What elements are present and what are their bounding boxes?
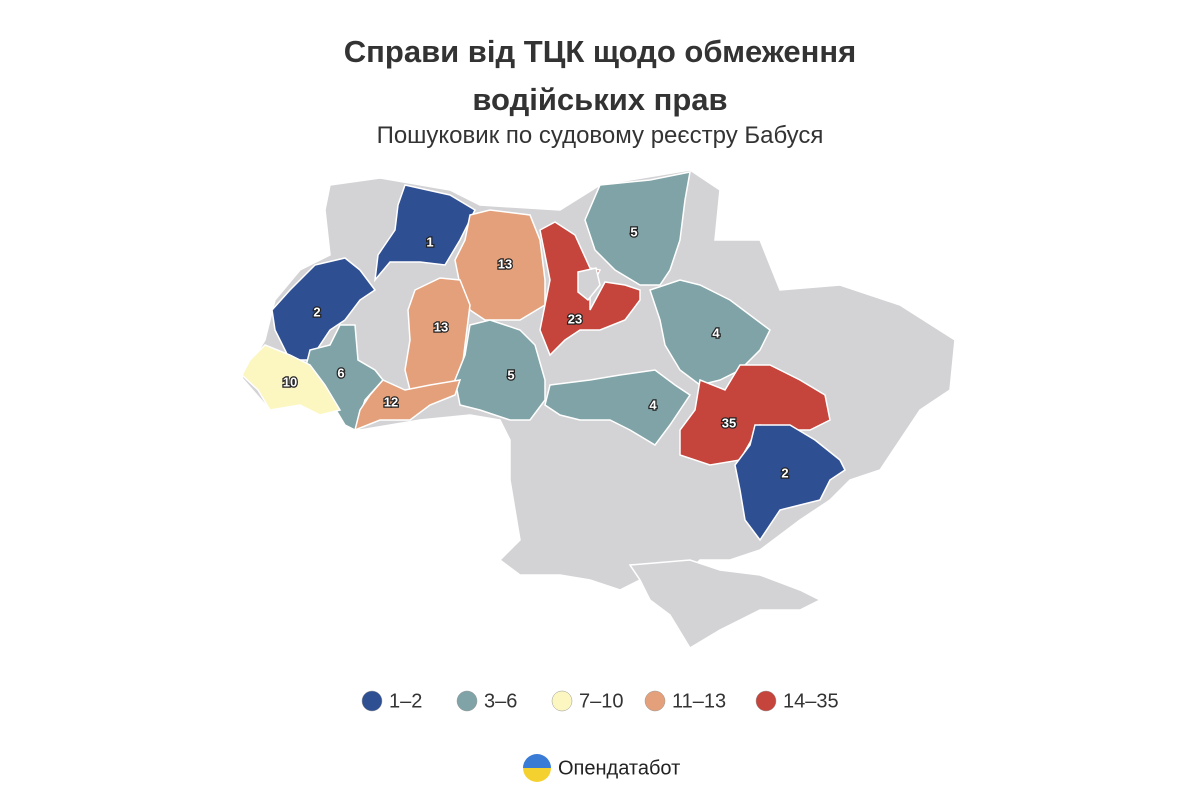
region-value: 13 xyxy=(498,256,512,271)
region-value: 13 xyxy=(434,319,448,334)
legend-label: 11–13 xyxy=(672,690,726,712)
region xyxy=(353,379,462,432)
region xyxy=(734,424,846,542)
title: Справи від ТЦК щодо обмеження водійських… xyxy=(343,34,857,117)
region-value: 5 xyxy=(507,367,514,382)
brand-name: Опендатабот xyxy=(558,757,680,779)
brand-logo xyxy=(523,754,551,782)
legend-swatch xyxy=(456,690,478,712)
region xyxy=(544,369,692,446)
region-value: 2 xyxy=(313,304,320,319)
region xyxy=(373,184,476,283)
region-value: 4 xyxy=(649,397,657,412)
region-value: 10 xyxy=(283,374,297,389)
region-value: 12 xyxy=(384,394,398,409)
region-value: 5 xyxy=(630,224,637,239)
region xyxy=(454,319,546,421)
legend-label: 1–2 xyxy=(389,690,422,712)
region xyxy=(241,344,342,416)
region-value: 35 xyxy=(722,415,736,430)
kyiv-city xyxy=(577,267,601,302)
region-value: 23 xyxy=(568,311,582,326)
region-value: 4 xyxy=(712,325,720,340)
legend-label: 7–10 xyxy=(579,690,624,712)
legend-swatch xyxy=(755,690,777,712)
labels: 1 13 5 2 23 13 4 6 10 5 12 4 35 2 xyxy=(282,223,790,482)
legend: 1–2 3–6 7–10 11–13 14–35 xyxy=(361,690,839,712)
region xyxy=(584,171,691,286)
region-value: 2 xyxy=(781,465,788,480)
legend-swatch xyxy=(361,690,383,712)
crimea xyxy=(628,559,822,650)
legend-swatch xyxy=(644,690,666,712)
legend-label: 3–6 xyxy=(484,690,517,712)
region xyxy=(454,209,546,321)
legend-swatch xyxy=(551,690,573,712)
legend-label: 14–35 xyxy=(783,690,839,712)
subtitle: Пошуковик по судовому реєстру Бабуся xyxy=(376,122,824,149)
region xyxy=(271,257,377,361)
region-value: 1 xyxy=(426,234,433,249)
region-value: 6 xyxy=(337,365,344,380)
